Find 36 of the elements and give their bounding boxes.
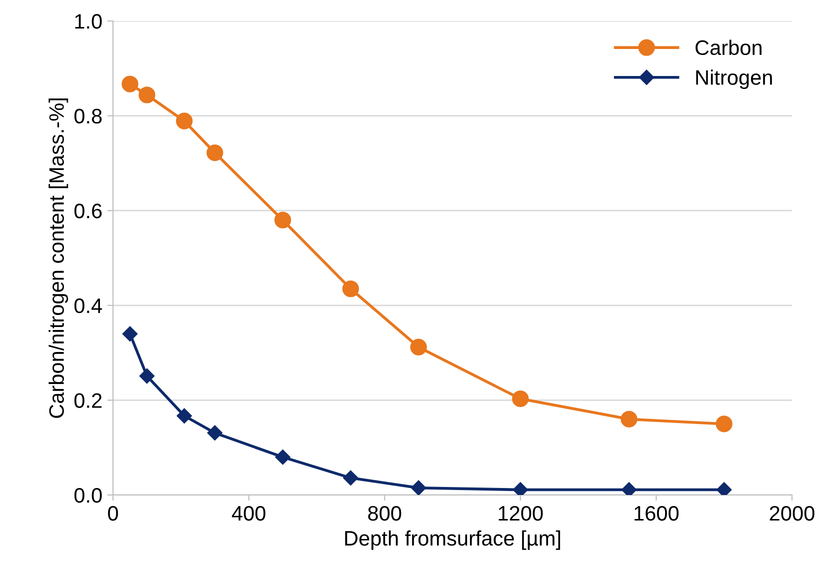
y-tick-label: 0.6 (74, 204, 102, 218)
legend-label: Nitrogen (696, 70, 772, 90)
y-axis-title: Carbon/nitrogen content [Mass.-%] (48, 98, 68, 418)
x-tick-label: 2000 (770, 506, 814, 521)
y-tick-label: 0.0 (74, 488, 102, 503)
point (620, 410, 638, 428)
y-tick-label: 0.8 (74, 108, 102, 124)
point (342, 280, 359, 298)
y-tick-label: 1.0 (75, 14, 102, 29)
point (274, 212, 292, 228)
point (410, 480, 426, 495)
x-tick-label: 1200 (498, 506, 543, 521)
point (512, 390, 529, 408)
point (207, 425, 222, 440)
point (410, 338, 427, 356)
legend-label: Carbon (696, 40, 762, 56)
x-tick-label: 0 (108, 506, 118, 521)
x-tick-label: 400 (232, 506, 266, 521)
point (621, 482, 637, 495)
x-tick-label: 800 (368, 506, 402, 521)
y-tick-label: 0.2 (74, 393, 102, 408)
y-tick-label: 0.4 (74, 298, 102, 314)
point (138, 86, 156, 104)
x-axis-title: Depth fromsurface [µm] (345, 530, 560, 550)
point (716, 416, 732, 432)
point (206, 144, 224, 162)
point (176, 408, 192, 424)
point (275, 450, 290, 465)
point (176, 112, 193, 130)
point (716, 482, 732, 495)
point (122, 76, 138, 92)
point (343, 470, 358, 486)
point (139, 368, 155, 384)
x-tick-label: 1600 (634, 506, 679, 521)
point (512, 482, 528, 495)
point (122, 326, 138, 342)
